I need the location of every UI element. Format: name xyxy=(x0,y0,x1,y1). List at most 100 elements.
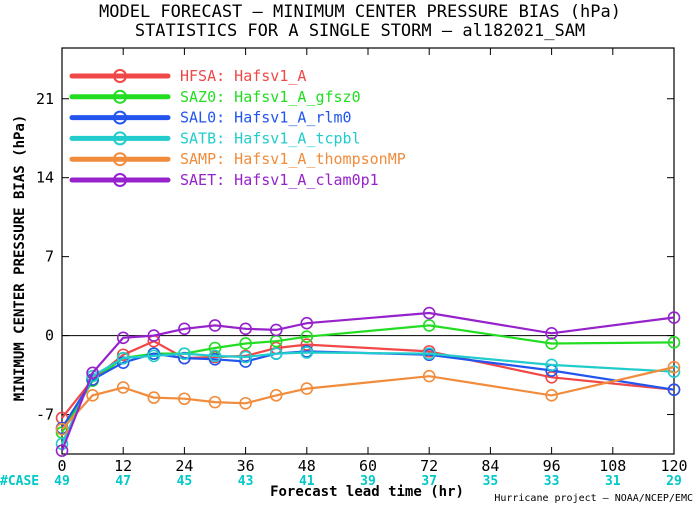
legend-label: SAET: Hafsv1_A_clam0p1 xyxy=(180,171,379,189)
legend-marker xyxy=(113,69,127,83)
y-tick-label: 21 xyxy=(36,90,54,108)
series-samp xyxy=(55,360,681,436)
data-point xyxy=(208,395,222,409)
case-count: 47 xyxy=(115,474,131,489)
data-point xyxy=(667,336,681,349)
case-count: 29 xyxy=(666,474,682,489)
data-point xyxy=(178,392,191,406)
data-point xyxy=(667,311,681,324)
credit-text: Hurricane project — NOAA/NCEP/EMC xyxy=(494,493,693,504)
legend-item-saet: SAET: Hafsv1_A_clam0p1 xyxy=(69,171,379,189)
data-point xyxy=(300,382,314,395)
x-tick-label: 72 xyxy=(420,457,438,475)
series-layer xyxy=(55,306,681,457)
y-tick-label: 14 xyxy=(36,169,54,187)
legend-marker xyxy=(113,173,127,187)
data-point xyxy=(116,331,130,345)
data-point xyxy=(147,329,161,342)
data-point xyxy=(667,365,681,378)
data-point xyxy=(545,371,558,384)
case-count: 39 xyxy=(360,474,376,489)
data-point xyxy=(86,389,99,402)
case-count: 45 xyxy=(177,474,193,489)
y-tick-label: 7 xyxy=(45,248,54,266)
x-tick-label: 24 xyxy=(175,457,193,475)
legend-marker xyxy=(113,89,127,104)
data-point xyxy=(545,358,558,372)
legend-item-satb: SATB: Hafsv1_A_tcpbl xyxy=(69,129,361,147)
case-count: 31 xyxy=(605,474,621,489)
data-point xyxy=(269,347,283,360)
data-point xyxy=(269,389,283,402)
data-point xyxy=(208,352,222,366)
legend-marker xyxy=(113,131,127,146)
data-point xyxy=(422,306,436,320)
data-point xyxy=(300,330,314,344)
case-count: 41 xyxy=(299,474,315,489)
legend-label: SAL0: Hafsv1_A_rlm0 xyxy=(180,109,352,127)
data-point xyxy=(208,349,222,363)
plot-frame xyxy=(61,47,675,455)
x-tick-label: 0 xyxy=(57,457,66,475)
data-point xyxy=(667,360,681,374)
data-point xyxy=(116,348,130,362)
case-count: 49 xyxy=(54,474,70,489)
legend-label: HFSA: Hafsv1_A xyxy=(180,67,306,85)
series-line xyxy=(61,350,675,429)
case-count: 37 xyxy=(421,474,437,489)
data-point xyxy=(55,444,69,457)
x-axis-label: Forecast lead time (hr) xyxy=(270,484,464,500)
series-line xyxy=(60,311,675,452)
legend-label: SATB: Hafsv1_A_tcpbl xyxy=(180,129,361,147)
case-count: 33 xyxy=(544,474,560,489)
y-axis-label: MINIMUM CENTER PRESSURE BIAS (hPa) xyxy=(12,115,28,402)
x-tick-label: 84 xyxy=(481,457,499,475)
y-tick-label: -7 xyxy=(36,406,54,424)
x-tick-label: 12 xyxy=(114,457,132,475)
data-point xyxy=(116,351,130,365)
data-point xyxy=(269,323,283,337)
data-point xyxy=(178,322,191,336)
data-point xyxy=(422,319,436,332)
data-point xyxy=(422,369,436,383)
chart-title: MODEL FORECAST — MINIMUM CENTER PRESSURE… xyxy=(99,2,621,22)
data-point xyxy=(545,389,558,402)
plot-area: 0 12 24 36 48 60 72 84 96 108 120 -7 0 7 14 21 xyxy=(36,47,688,475)
data-point xyxy=(86,369,99,383)
case-count-row: 49 47 45 43 41 39 37 35 33 31 29 xyxy=(54,474,682,489)
legend-marker xyxy=(113,110,127,125)
x-tick-label: 120 xyxy=(660,457,687,475)
legend-item-hfsa: HFSA: Hafsv1_A xyxy=(69,67,306,85)
data-point xyxy=(116,381,130,394)
data-point xyxy=(147,391,161,404)
data-point xyxy=(545,327,558,340)
data-point xyxy=(667,383,681,397)
data-point xyxy=(300,316,314,330)
y-tick-label: 0 xyxy=(45,327,54,345)
case-count-label: #CASE xyxy=(0,474,39,489)
data-point xyxy=(208,319,222,332)
data-point xyxy=(239,322,252,336)
data-point xyxy=(239,337,252,350)
data-point xyxy=(545,337,558,350)
data-point xyxy=(300,346,314,359)
data-point xyxy=(239,350,252,364)
series-line xyxy=(61,366,675,430)
series-satb xyxy=(55,346,681,451)
x-tick-label: 60 xyxy=(359,457,377,475)
x-tick-label: 108 xyxy=(599,457,626,475)
legend-label: SAMP: Hafsv1_A_thompsonMP xyxy=(180,150,406,168)
case-count: 35 xyxy=(483,474,499,489)
data-point xyxy=(86,366,99,380)
x-tick-label: 48 xyxy=(298,457,316,475)
data-point xyxy=(239,396,252,410)
case-count: 43 xyxy=(238,474,254,489)
legend-item-sal0: SAL0: Hafsv1_A_rlm0 xyxy=(69,109,352,127)
data-point xyxy=(147,349,161,363)
legend-marker xyxy=(113,152,127,167)
legend: HFSA: Hafsv1_A SAZ0: Hafsv1_A_gfsz0 SAL0: … xyxy=(69,67,406,189)
data-point xyxy=(300,338,314,351)
legend-label: SAZ0: Hafsv1_A_gfsz0 xyxy=(180,88,361,106)
data-point xyxy=(178,347,191,360)
